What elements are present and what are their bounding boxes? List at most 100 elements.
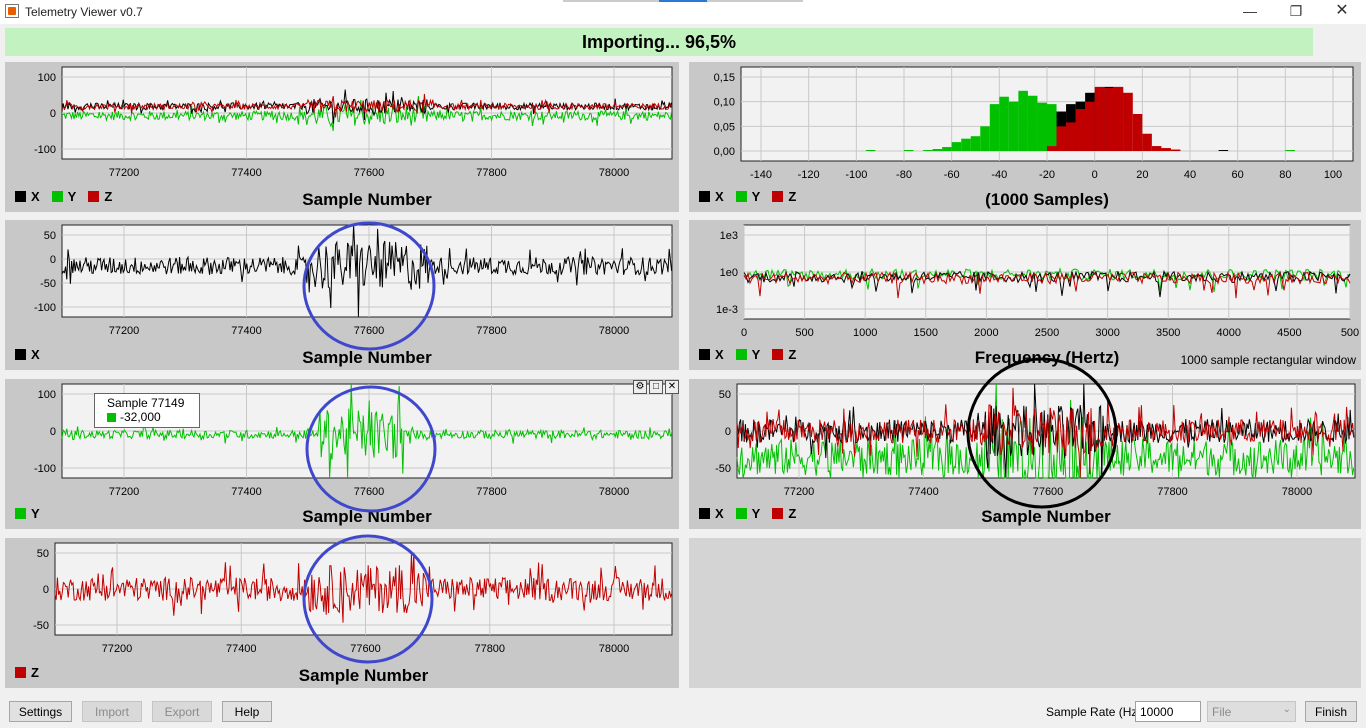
legend-swatch <box>15 508 26 519</box>
y-tick-label: 1e0 <box>720 267 738 279</box>
histogram-bar-y <box>1027 95 1038 151</box>
histogram-bar-y <box>961 138 971 151</box>
histogram-bar-z <box>1142 133 1152 151</box>
legend-item-z[interactable]: Z <box>88 189 112 204</box>
legend-item-x[interactable]: X <box>699 347 724 362</box>
legend-item-z[interactable]: Z <box>15 665 39 680</box>
mode-select[interactable]: File ⌄ <box>1207 701 1296 722</box>
series-z-line <box>61 93 673 118</box>
legend-swatch <box>735 191 747 202</box>
x-tick-label: -80 <box>896 169 912 181</box>
finish-button[interactable]: Finish <box>1305 701 1357 722</box>
legend-item-x[interactable]: X <box>699 189 724 204</box>
histogram-bar-y <box>999 96 1009 151</box>
x-tick-label: 77600 <box>354 325 385 337</box>
export-button[interactable]: Export <box>152 701 212 722</box>
restore-icon[interactable]: ❐ <box>1289 3 1303 19</box>
x-tick-label: 77200 <box>784 486 815 498</box>
histogram-bar-z <box>1151 146 1162 151</box>
legend-item-y[interactable]: Y <box>15 506 40 521</box>
legend-swatch <box>735 349 747 360</box>
xyz-time-chart-panel[interactable]: 100 0 -100 77200 77400 77600 77800 78000 Sample … <box>5 62 679 212</box>
y-tick-label: 0 <box>725 426 731 438</box>
y-tick-label: -50 <box>40 278 56 290</box>
legend-swatch <box>15 667 26 678</box>
histogram-bar-y <box>865 150 876 151</box>
x-tick-label: 500 <box>795 327 813 339</box>
legend-swatch <box>772 349 784 360</box>
x-tick-label: 78000 <box>599 486 630 498</box>
legend-swatch <box>15 349 26 360</box>
empty-panel-slot[interactable] <box>689 538 1361 688</box>
y-tick-label: 100 <box>38 72 56 84</box>
legend-item-y[interactable]: Y <box>735 506 761 521</box>
x-tick-label: 0 <box>741 327 747 339</box>
x-tick-label: 77800 <box>476 486 507 498</box>
legend-item-x[interactable]: X <box>15 347 40 362</box>
histogram-bar-z <box>1056 126 1067 151</box>
legend-item-z[interactable]: Z <box>772 506 796 521</box>
histogram-bar-y <box>970 136 981 151</box>
java-app-icon <box>5 4 19 18</box>
y-tick-label: 0,10 <box>714 97 735 109</box>
title-bar: Telemetry Viewer v0.7 — ❐ ✕ <box>0 0 1366 24</box>
y-tick-label: -100 <box>34 144 56 156</box>
maximize-icon[interactable]: □ <box>649 380 663 394</box>
legend: X <box>15 347 52 362</box>
fft-chart-panel[interactable]: 1e3 1e0 1e-3 0 500 1000 1500 2000 2500 3000 3500 40… <box>689 220 1361 370</box>
x-tick-label: 77400 <box>231 486 262 498</box>
x-axis-label: Sample Number <box>298 666 429 685</box>
tooltip-swatch <box>107 413 116 422</box>
histogram-bar-y <box>1047 104 1057 151</box>
legend: X Y Z <box>699 347 808 362</box>
legend-label: Z <box>31 665 39 680</box>
close-icon[interactable]: ✕ <box>665 380 679 394</box>
legend-item-x[interactable]: X <box>699 506 724 521</box>
gear-icon[interactable]: ⚙ <box>633 380 647 394</box>
histogram-bar-y <box>923 150 933 151</box>
histogram-chart-panel[interactable]: 0,15 0,10 0,05 0,00 -140 -120 -100 -80 -60 -40 -20… <box>689 62 1361 212</box>
legend-item-z[interactable]: Z <box>772 347 796 362</box>
y-tick-label: 50 <box>37 548 49 560</box>
x-tick-label: -20 <box>1039 169 1055 181</box>
tooltip-title: Sample 77149 <box>107 396 185 410</box>
sample-rate-input[interactable]: 10000 <box>1135 701 1201 722</box>
x-time-chart-panel[interactable]: 50 0 -50 -100 77200 77400 77600 77800 78000 Sampl… <box>5 220 679 370</box>
x-tick-label: 100 <box>1324 169 1342 181</box>
x-tick-label: 78000 <box>599 643 630 655</box>
z-time-chart-panel[interactable]: 50 0 -50 77200 77400 77600 77800 78000 Sample Nu… <box>5 538 679 688</box>
histogram-bar-z <box>1123 92 1133 151</box>
legend-label: X <box>31 347 40 362</box>
mode-select-value: File <box>1212 705 1232 719</box>
legend: Y <box>15 506 52 521</box>
fft-window-note: 1000 sample rectangular window <box>1180 353 1356 367</box>
histogram-bar-y <box>1037 102 1047 151</box>
legend-item-y[interactable]: Y <box>51 189 76 204</box>
help-button[interactable]: Help <box>222 701 272 722</box>
close-icon[interactable]: ✕ <box>1335 2 1349 19</box>
tab-strip-indicator-2 <box>707 0 803 2</box>
legend-item-x[interactable]: X <box>15 189 40 204</box>
histogram-bar-z <box>1075 109 1086 151</box>
x-tick-label: 77800 <box>476 325 507 337</box>
legend-label: Z <box>788 506 797 521</box>
minimize-icon[interactable]: — <box>1243 3 1257 19</box>
y-tick-label: 1e-3 <box>716 304 738 316</box>
histogram-bar-y <box>942 147 952 151</box>
x-tick-label: -120 <box>798 169 820 181</box>
legend-swatch <box>51 191 63 202</box>
import-button[interactable]: Import <box>82 701 142 722</box>
histogram-bar-z <box>1161 148 1171 151</box>
settings-button[interactable]: Settings <box>9 701 72 722</box>
x-tick-label: 77400 <box>231 325 262 337</box>
xyz-time-zoom-chart-panel[interactable]: 50 0 -50 77200 77400 77600 77800 78000 Sample Nu… <box>689 379 1361 529</box>
y-tick-label: 0 <box>50 108 56 120</box>
histogram-bar-y <box>904 150 914 151</box>
histogram-bar-z <box>1066 122 1076 151</box>
histogram-bar-y <box>1285 150 1295 151</box>
legend-item-y[interactable]: Y <box>735 347 760 362</box>
legend-label: Y <box>751 506 761 521</box>
legend-item-y[interactable]: Y <box>735 189 760 204</box>
legend-item-z[interactable]: Z <box>772 189 796 204</box>
y-tick-label: -50 <box>715 463 731 475</box>
